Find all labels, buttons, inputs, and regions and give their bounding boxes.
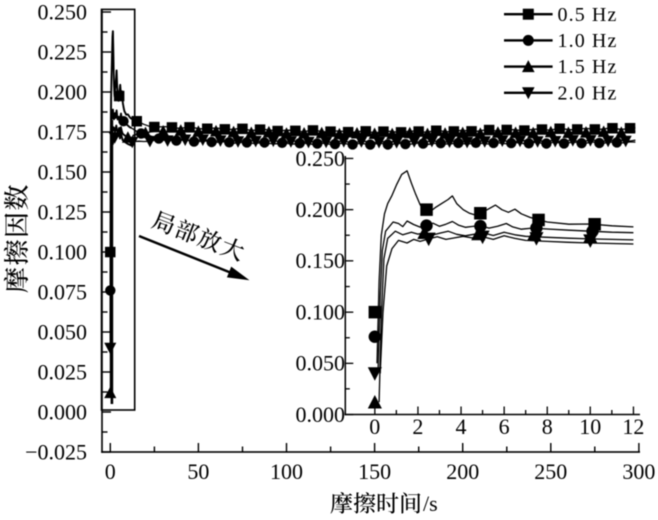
svg-text:0: 0 <box>369 414 380 439</box>
svg-text:2.0 Hz: 2.0 Hz <box>558 82 618 104</box>
svg-text:0.000: 0.000 <box>296 402 346 427</box>
svg-text:150: 150 <box>358 459 391 484</box>
svg-text:0.5 Hz: 0.5 Hz <box>558 4 618 26</box>
svg-text:−0.025: −0.025 <box>25 439 87 464</box>
svg-text:/s: /s <box>423 491 438 516</box>
svg-text:12: 12 <box>622 414 644 439</box>
svg-text:0.250: 0.250 <box>38 0 88 24</box>
svg-text:0.200: 0.200 <box>38 79 88 104</box>
svg-text:0.225: 0.225 <box>38 39 88 64</box>
svg-text:0.075: 0.075 <box>38 279 88 304</box>
svg-text:50: 50 <box>187 459 209 484</box>
svg-text:0.125: 0.125 <box>38 199 88 224</box>
svg-text:0.000: 0.000 <box>38 399 88 424</box>
svg-text:1.5 Hz: 1.5 Hz <box>558 56 618 78</box>
svg-text:250: 250 <box>534 459 567 484</box>
svg-text:0.050: 0.050 <box>38 319 88 344</box>
svg-text:0: 0 <box>105 459 116 484</box>
svg-text:0.200: 0.200 <box>296 197 346 222</box>
svg-text:0.150: 0.150 <box>296 248 346 273</box>
svg-text:0.025: 0.025 <box>38 359 88 384</box>
svg-text:4: 4 <box>456 414 467 439</box>
svg-text:1.0 Hz: 1.0 Hz <box>558 30 618 52</box>
svg-text:2: 2 <box>412 414 423 439</box>
svg-text:200: 200 <box>446 459 479 484</box>
svg-text:6: 6 <box>499 414 510 439</box>
svg-text:8: 8 <box>542 414 553 439</box>
svg-text:0.050: 0.050 <box>296 351 346 376</box>
svg-text:0.175: 0.175 <box>38 119 88 144</box>
svg-text:0.100: 0.100 <box>296 299 346 324</box>
svg-text:0.250: 0.250 <box>296 146 346 171</box>
svg-text:10: 10 <box>579 414 601 439</box>
svg-text:0.100: 0.100 <box>38 239 88 264</box>
svg-text:0.150: 0.150 <box>38 159 88 184</box>
svg-text:100: 100 <box>270 459 303 484</box>
svg-text:300: 300 <box>622 459 655 484</box>
